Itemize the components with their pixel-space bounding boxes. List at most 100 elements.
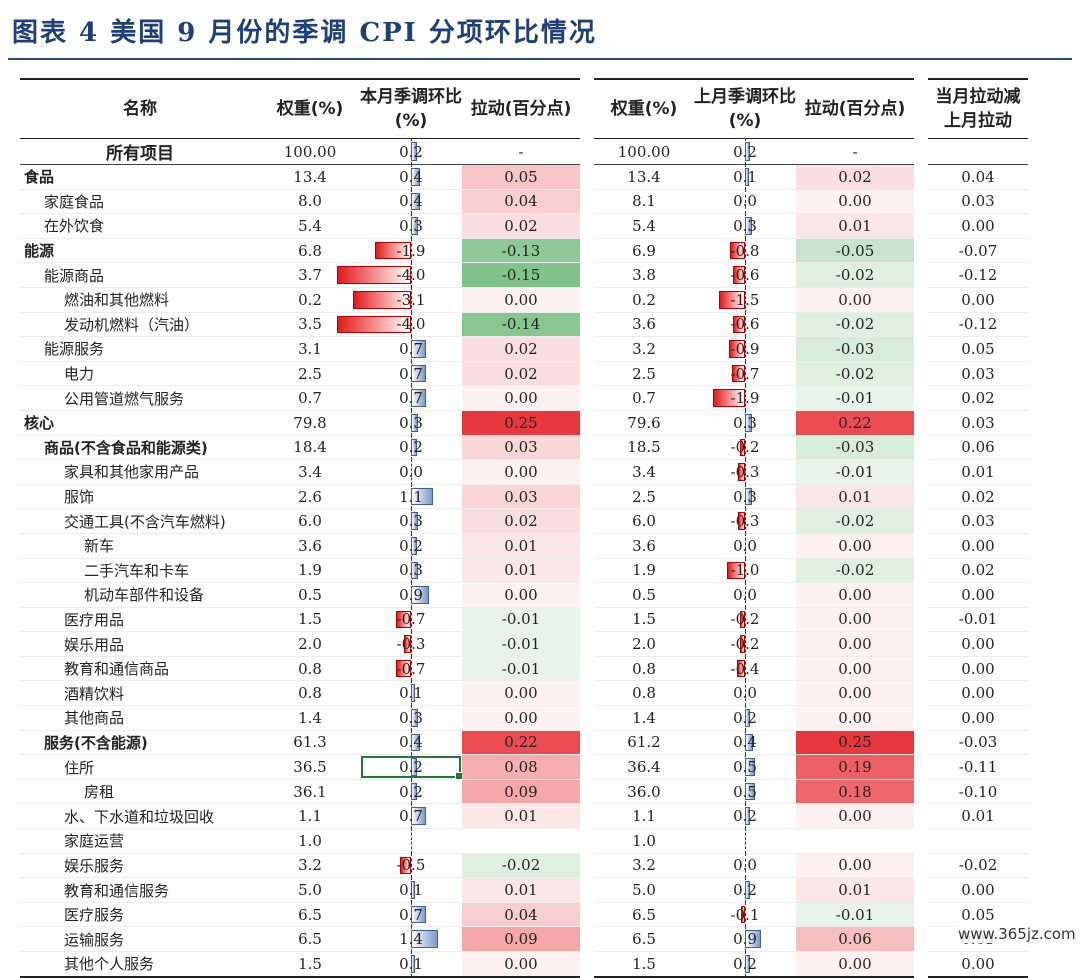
mom-cell: 0.2 — [360, 138, 462, 165]
col-gap — [580, 902, 594, 927]
table-row: 商品(不含食品和能源类) 18.4 0.2 0.03 18.5 -0.2 -0.03 0.06 — [20, 434, 1028, 461]
col-header-weight: 权重(%) — [260, 78, 360, 139]
pull-prev-cell: 0.00 — [796, 189, 914, 215]
mom-cell: 0.2 — [360, 778, 462, 805]
table-row: 住所 36.5 0.2 0.08 36.4 0.5 0.19 -0.11 — [20, 754, 1028, 780]
mom-prev-cell: -0.1 — [694, 901, 796, 928]
weight-cell: 6.8 — [260, 237, 360, 264]
pull-cell: 0.00 — [462, 705, 580, 731]
pull-cell: 0.01 — [462, 558, 580, 584]
zero-axis — [411, 459, 412, 485]
mom-cell: 0.3 — [360, 213, 462, 239]
col-gap — [580, 632, 594, 657]
mom-value: 0.1 — [399, 684, 423, 703]
weight-cell: 6.5 — [260, 926, 360, 952]
item-name: 电力 — [20, 361, 260, 387]
mom-cell: -1.9 — [360, 237, 462, 264]
positive-bar — [745, 881, 751, 899]
mom-value: 0.2 — [399, 782, 423, 801]
pull-cell: - — [462, 138, 580, 165]
pull-cell: -0.13 — [462, 237, 580, 264]
mom-cell: 0.1 — [360, 877, 462, 903]
mom-value: -1.5 — [730, 290, 760, 309]
mom-value: 0.3 — [399, 413, 423, 432]
pull-cell: -0.14 — [462, 312, 580, 338]
positive-bar — [745, 168, 749, 186]
positive-bar — [745, 487, 752, 506]
mom-prev-cell: -1.5 — [694, 286, 796, 313]
mom-prev-cell: -0.7 — [694, 360, 796, 387]
positive-bar — [745, 142, 751, 161]
mom-value: 0.3 — [733, 487, 757, 506]
zero-axis — [745, 680, 746, 707]
zero-axis — [745, 828, 746, 854]
col-gap — [914, 878, 928, 903]
col-header-name: 名称 — [20, 78, 260, 139]
mom-prev-cell: -1.0 — [694, 557, 796, 584]
weight-cell: 1.4 — [260, 705, 360, 731]
mom-value: 0.2 — [733, 807, 757, 826]
col-gap — [914, 361, 928, 386]
item-name: 机动车部件和设备 — [20, 582, 260, 608]
table-row: 娱乐用品 2.0 -0.3 -0.01 2.0 -0.2 0.00 0.00 — [20, 631, 1028, 657]
weight-prev-cell: 79.6 — [594, 409, 694, 436]
item-name: 水、下水道和垃圾回收 — [20, 803, 260, 830]
zero-axis — [411, 311, 412, 338]
negative-bar — [403, 635, 411, 653]
col-gap — [580, 214, 594, 239]
positive-bar — [411, 192, 421, 211]
positive-bar — [411, 142, 417, 161]
mom-value: -3.1 — [396, 290, 426, 309]
col-gap — [580, 337, 594, 362]
item-name: 公用管道燃气服务 — [20, 385, 260, 411]
col-header-mom-prev: 上月季调环比(%) — [694, 78, 796, 139]
pull-prev-cell: -0.01 — [796, 902, 914, 928]
negative-bar — [727, 561, 745, 580]
mom-value: -0.8 — [730, 241, 760, 260]
mom-value: -0.2 — [730, 438, 760, 457]
zero-axis — [745, 434, 746, 461]
table-row: 医疗用品 1.5 -0.7 -0.01 1.5 -0.2 0.00 -0.01 — [20, 606, 1028, 633]
col-gap — [580, 804, 594, 829]
pull-cell: 0.00 — [462, 385, 580, 411]
zero-axis — [411, 631, 412, 657]
item-name: 娱乐服务 — [20, 853, 260, 879]
col-gap — [914, 706, 928, 731]
pull-prev-cell: -0.02 — [796, 361, 914, 387]
mom-cell: 0.2 — [360, 532, 462, 559]
weight-prev-cell: 0.2 — [594, 287, 694, 313]
table-row: 在外饮食 5.4 0.3 0.02 5.4 0.3 0.01 0.00 — [20, 213, 1028, 239]
weight-cell: 13.4 — [260, 164, 360, 190]
mom-prev-cell: -0.9 — [694, 336, 796, 362]
mom-prev-cell: 0.5 — [694, 754, 796, 780]
pull-cell: 0.03 — [462, 484, 580, 510]
positive-bar — [411, 217, 419, 235]
col-gap — [580, 79, 594, 139]
weight-cell: 61.3 — [260, 729, 360, 756]
weight-prev-cell: 36.0 — [594, 779, 694, 805]
col-gap — [580, 656, 594, 681]
positive-bar — [411, 389, 426, 407]
mom-cell: 0.3 — [360, 409, 462, 436]
mom-cell: -4.0 — [337, 311, 462, 338]
mom-cell: -4.0 — [337, 262, 462, 288]
weight-cell: 1.9 — [260, 558, 360, 584]
weight-cell: 5.0 — [260, 877, 360, 903]
zero-axis — [745, 631, 746, 657]
pull-prev-cell: 0.00 — [796, 853, 914, 879]
mom-cell: 0.1 — [360, 951, 462, 978]
pull-prev-cell: 0.00 — [796, 582, 914, 608]
diff-cell: 0.03 — [928, 508, 1028, 534]
mom-value: -0.2 — [730, 610, 760, 629]
weight-prev-cell: 1.4 — [594, 705, 694, 731]
positive-bar — [745, 930, 762, 948]
col-gap — [914, 779, 928, 804]
col-gap — [914, 804, 928, 829]
mom-value: -0.6 — [730, 315, 760, 334]
col-header-pull-prev: 拉动(百分点) — [796, 78, 914, 139]
positive-bar — [411, 684, 415, 703]
weight-cell: 1.1 — [260, 803, 360, 830]
col-gap — [580, 238, 594, 263]
mom-prev-cell: -0.4 — [694, 655, 796, 682]
mom-cell: 0.3 — [360, 705, 462, 731]
